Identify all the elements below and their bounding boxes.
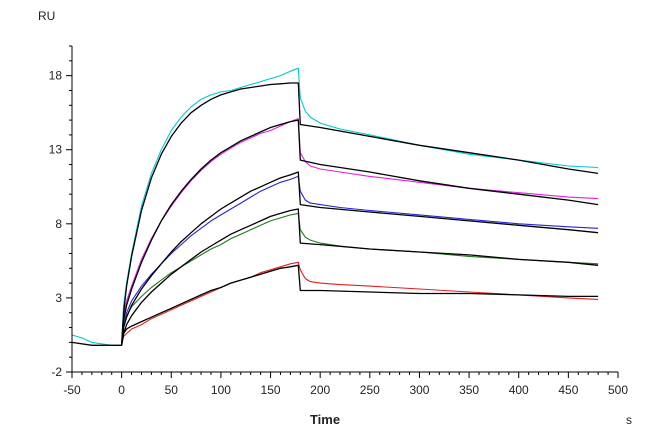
y-tick-label: 13 (49, 143, 63, 157)
x-tick-label: -50 (63, 383, 81, 397)
x-tick-label: 450 (558, 383, 578, 397)
x-axis-unit: s (626, 413, 632, 427)
y-axis-title: RU (38, 9, 55, 23)
x-tick-label: 200 (310, 383, 330, 397)
series-line-fit-9 (120, 264, 599, 346)
x-tick-label: 350 (459, 383, 479, 397)
ticks-layer: -50 0 50 100 150 200 250 300 350 400 450 500 -2 3 8 13 1… (49, 45, 628, 397)
x-tick-label: 500 (608, 383, 628, 397)
y-tick-label: 8 (55, 217, 62, 231)
x-tick-label: 250 (360, 383, 380, 397)
series-line-measured-6 (121, 212, 599, 346)
series-line-measured-8 (121, 261, 599, 346)
y-tick-label: 18 (49, 69, 63, 83)
x-axis-title: Time (310, 412, 340, 427)
x-tick-label: 400 (509, 383, 529, 397)
series-layer (71, 67, 599, 346)
x-tick-label: 100 (211, 383, 231, 397)
series-line-fit-5 (120, 171, 599, 346)
series-line-measured-2 (121, 118, 599, 346)
series-line-measured-4 (121, 175, 599, 346)
y-tick-label: 3 (55, 291, 62, 305)
axes-layer (71, 46, 618, 373)
x-tick-label: 150 (261, 383, 281, 397)
series-line-baseline-10 (71, 341, 122, 346)
series-line-fit-7 (120, 208, 599, 346)
series-line-fit-3 (120, 119, 599, 346)
x-tick-label: 0 (118, 383, 125, 397)
y-tick-label: -2 (51, 365, 62, 379)
x-tick-label: 300 (409, 383, 429, 397)
x-tick-label: 50 (165, 383, 179, 397)
series-line-fit-1 (120, 82, 599, 346)
